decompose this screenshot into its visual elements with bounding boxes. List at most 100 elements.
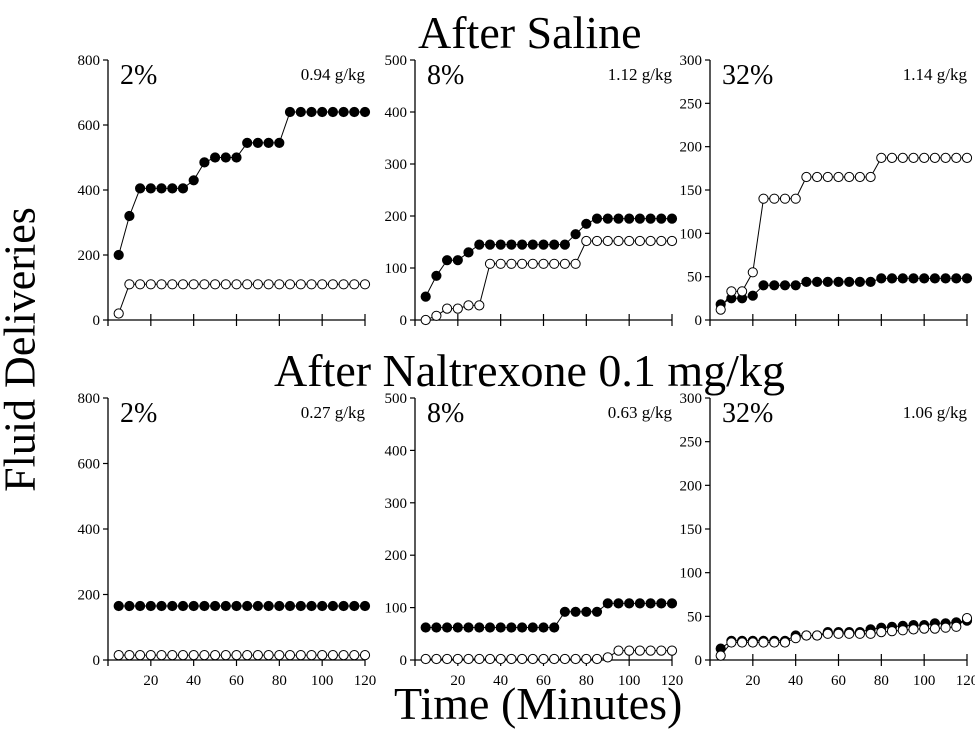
- y-tick-label: 150: [680, 183, 703, 199]
- data-point-open: [886, 626, 898, 637]
- data-point-open: [495, 258, 506, 269]
- y-tick-label: 200: [385, 548, 408, 564]
- data-point-open: [442, 653, 453, 665]
- y-tick-label: 400: [78, 183, 101, 199]
- data-point-filled: [420, 291, 431, 302]
- y-tick-label: 0: [695, 313, 703, 329]
- data-point-open: [327, 279, 338, 290]
- data-point-open: [431, 310, 442, 321]
- data-point-open: [790, 193, 801, 204]
- data-point-filled: [359, 106, 371, 118]
- x-tick-label: 20: [143, 673, 158, 689]
- data-point-filled: [420, 622, 431, 633]
- data-point-filled: [338, 106, 349, 118]
- data-point-open: [177, 650, 189, 661]
- data-point-open: [167, 650, 178, 661]
- data-point-filled: [463, 247, 474, 258]
- data-point-filled: [338, 600, 349, 612]
- data-point-open: [591, 235, 603, 247]
- data-point-open: [527, 258, 538, 269]
- data-point-open: [210, 279, 221, 290]
- y-tick-label: 200: [78, 248, 101, 264]
- data-point-open: [474, 653, 485, 665]
- data-point-open: [306, 279, 317, 290]
- data-point-filled: [624, 213, 635, 224]
- data-point-open: [317, 279, 328, 290]
- data-point-filled: [591, 213, 603, 224]
- x-tick-label: 60: [536, 673, 551, 689]
- data-point-open: [359, 650, 371, 661]
- data-point-filled: [135, 600, 146, 612]
- data-point-open: [758, 637, 769, 648]
- data-point-open: [242, 279, 253, 290]
- data-point-filled: [908, 273, 919, 284]
- data-point-open: [527, 653, 538, 665]
- data-point-filled: [538, 622, 549, 633]
- data-point-filled: [177, 183, 189, 194]
- data-point-filled: [210, 152, 221, 163]
- data-point-open: [135, 650, 146, 661]
- data-point-filled: [274, 600, 285, 612]
- y-tick-label: 150: [680, 522, 703, 538]
- panel-concentration-label: 8%: [427, 398, 464, 429]
- data-point-filled: [113, 249, 124, 261]
- data-point-open: [495, 653, 506, 665]
- data-point-open: [274, 650, 285, 661]
- data-point-filled: [210, 600, 221, 612]
- data-point-filled: [897, 273, 908, 284]
- data-point-filled: [919, 273, 930, 284]
- data-point-open: [908, 152, 919, 163]
- data-point-open: [263, 650, 274, 661]
- data-point-open: [613, 645, 624, 656]
- data-point-filled: [613, 213, 624, 224]
- data-point-open: [822, 171, 833, 183]
- data-point-open: [113, 650, 124, 661]
- data-point-open: [908, 624, 919, 635]
- panel-concentration-label: 32%: [722, 60, 773, 91]
- data-point-filled: [359, 600, 371, 612]
- y-tick-label: 0: [93, 653, 101, 669]
- data-point-open: [886, 152, 898, 163]
- data-point-filled: [833, 276, 844, 287]
- data-point-open: [897, 152, 908, 163]
- data-point-open: [634, 235, 646, 247]
- data-point-filled: [666, 213, 678, 224]
- panel-concentration-label: 2%: [120, 398, 157, 429]
- y-tick-label: 300: [385, 157, 408, 173]
- data-point-filled: [463, 622, 474, 633]
- data-point-filled: [961, 273, 973, 284]
- panel-concentration-label: 2%: [120, 60, 157, 91]
- x-tick-label: 60: [229, 673, 244, 689]
- data-point-open: [145, 650, 156, 661]
- data-point-open: [940, 622, 951, 633]
- data-point-open: [420, 314, 431, 326]
- data-point-filled: [167, 600, 178, 612]
- data-point-filled: [124, 600, 135, 612]
- panel-concentration-label: 32%: [722, 398, 773, 429]
- series-line-filled: [720, 277, 967, 305]
- data-point-filled: [581, 218, 592, 229]
- data-point-filled: [758, 280, 769, 291]
- data-point-open: [602, 652, 613, 663]
- y-tick-label: 100: [680, 566, 703, 582]
- x-tick-label: 80: [579, 673, 594, 689]
- y-tick-label: 800: [78, 53, 101, 69]
- panel-top-2pct: 0 200 400 600 800 2% 0.94 g/kg: [78, 53, 371, 329]
- data-point-open: [295, 650, 306, 661]
- data-point-open: [940, 152, 951, 163]
- data-point-open: [854, 628, 866, 639]
- data-point-open: [919, 623, 930, 634]
- data-point-open: [113, 308, 124, 319]
- data-point-filled: [442, 622, 453, 633]
- data-point-filled: [570, 229, 581, 240]
- data-point-filled: [452, 622, 463, 633]
- top-section-title: After Saline: [418, 7, 642, 58]
- data-point-open: [124, 650, 135, 661]
- data-point-filled: [484, 622, 496, 633]
- data-point-filled: [559, 606, 571, 617]
- data-point-filled: [263, 137, 274, 148]
- data-point-filled: [559, 239, 571, 250]
- data-point-open: [538, 258, 549, 269]
- x-tick-label: 120: [661, 673, 684, 689]
